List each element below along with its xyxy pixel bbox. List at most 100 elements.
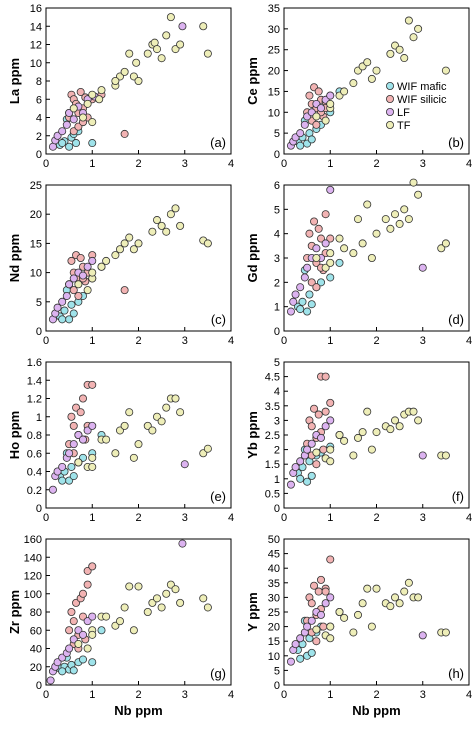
series-tf — [312, 578, 450, 643]
data-point — [69, 309, 78, 318]
series-lf — [48, 256, 97, 324]
data-point — [349, 249, 358, 258]
data-point — [157, 603, 166, 612]
data-point — [316, 433, 325, 442]
data-point — [83, 262, 92, 271]
data-point — [65, 449, 74, 458]
data-point — [326, 273, 335, 282]
data-point — [199, 22, 208, 31]
data-point — [340, 244, 349, 253]
data-point — [312, 448, 321, 457]
y-tick-label: 15 — [268, 86, 280, 98]
data-point — [88, 380, 97, 389]
x-tick-label: 4 — [466, 689, 472, 701]
x-tick-label: 0 — [281, 158, 287, 170]
y-tick-label: 120 — [24, 571, 42, 583]
x-tick-label: 3 — [420, 335, 426, 347]
series-lf — [286, 91, 335, 150]
data-point — [65, 142, 74, 151]
data-point — [120, 421, 129, 430]
x-tick-label: 1 — [89, 512, 95, 524]
data-point — [340, 87, 349, 96]
y-tick-label: 5 — [274, 128, 280, 140]
y-tick-label: 3 — [274, 415, 280, 427]
x-tick-label: 0 — [43, 689, 49, 701]
y-tick-label: 2 — [274, 277, 280, 289]
series-lf — [286, 416, 427, 489]
data-point — [395, 45, 404, 54]
series-tf — [69, 13, 212, 127]
y-axis-label: Nd ppm — [7, 234, 22, 282]
data-point — [120, 129, 129, 138]
data-point — [307, 439, 316, 448]
data-point — [69, 440, 78, 449]
data-point — [291, 463, 300, 472]
data-point — [400, 205, 409, 214]
data-point — [367, 253, 376, 262]
data-point — [326, 91, 335, 100]
series-wif-silicic — [303, 555, 335, 646]
x-tick-label: 2 — [135, 158, 141, 170]
data-point — [363, 200, 372, 209]
data-point — [367, 74, 376, 83]
y-tick-label: 0.6 — [27, 448, 42, 460]
y-tick-label: 16 — [30, 3, 42, 15]
legend-marker — [385, 108, 394, 117]
y-tick-label: 1.5 — [265, 459, 280, 471]
data-point — [62, 291, 71, 300]
data-point — [326, 634, 335, 643]
data-point — [132, 58, 141, 67]
x-tick-label: 1 — [327, 512, 333, 524]
y-tick-label: 6 — [274, 180, 280, 192]
x-tick-label: 0 — [281, 335, 287, 347]
data-point — [95, 95, 104, 104]
data-point — [307, 599, 316, 608]
data-point — [441, 451, 450, 460]
data-point — [120, 67, 129, 76]
data-point — [69, 274, 78, 283]
data-point — [176, 408, 185, 417]
data-point — [296, 457, 305, 466]
x-tick-label: 0 — [43, 335, 49, 347]
data-point — [307, 648, 316, 657]
data-point — [305, 91, 314, 100]
x-tick-label: 1 — [89, 335, 95, 347]
data-point — [363, 584, 372, 593]
y-tick-label: 2 — [274, 445, 280, 457]
data-point — [166, 13, 175, 22]
y-tick-label: 0 — [274, 149, 280, 161]
data-point — [326, 234, 335, 243]
data-point — [386, 602, 395, 611]
data-point — [349, 79, 358, 88]
data-point — [157, 221, 166, 230]
y-tick-label: 40 — [30, 644, 42, 656]
data-point — [414, 416, 423, 425]
data-point — [395, 219, 404, 228]
data-point — [162, 589, 171, 598]
x-tick-label: 4 — [228, 512, 234, 524]
data-point — [305, 229, 314, 238]
data-point — [148, 426, 157, 435]
panel-b: 0 1 2 3 4 0 5 10 15 20 25 30 35 Ce ppm (b) — [245, 3, 472, 170]
y-tick-label: 14 — [30, 21, 42, 33]
data-point — [326, 622, 335, 631]
data-point — [178, 22, 187, 31]
y-tick-label: 1 — [274, 302, 280, 314]
data-point — [307, 300, 316, 309]
y-tick-label: 3 — [274, 253, 280, 265]
data-point — [171, 394, 180, 403]
panel-label: (d) — [448, 312, 464, 327]
data-point — [79, 271, 88, 280]
data-point — [310, 581, 319, 590]
data-point — [340, 613, 349, 622]
legend-entry: LF — [397, 107, 410, 119]
y-tick-label: 5 — [274, 204, 280, 216]
data-point — [74, 291, 83, 300]
data-point — [102, 612, 111, 621]
data-point — [340, 436, 349, 445]
x-tick-label: 3 — [182, 512, 188, 524]
y-axis-label: Yb ppm — [245, 411, 260, 459]
